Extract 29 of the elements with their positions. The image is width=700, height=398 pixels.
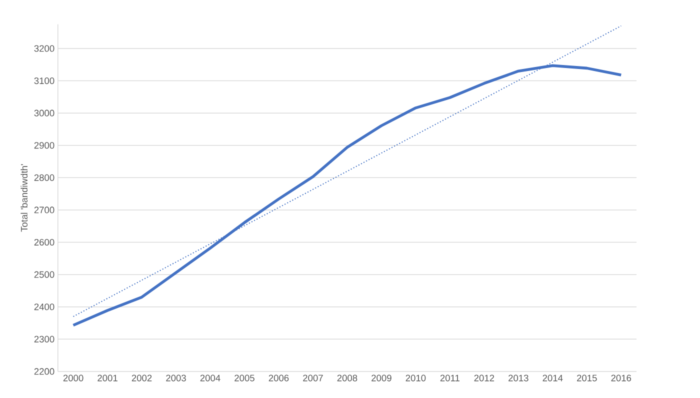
x-tick-label: 2000 bbox=[63, 374, 84, 382]
y-axis-title: Total 'bandiwdth' bbox=[20, 164, 28, 232]
y-tick-label: 2700 bbox=[34, 206, 54, 214]
x-tick-label: 2002 bbox=[132, 374, 152, 382]
x-tick-label: 2004 bbox=[200, 374, 220, 382]
x-tick-label: 2005 bbox=[234, 374, 254, 382]
y-tick-label: 2800 bbox=[34, 174, 54, 182]
x-tick-label: 2009 bbox=[372, 374, 392, 382]
x-tick-label: 2012 bbox=[474, 374, 494, 382]
x-tick-label: 2008 bbox=[337, 374, 358, 382]
y-tick-label: 2400 bbox=[34, 304, 54, 310]
x-tick-label: 2010 bbox=[406, 374, 426, 382]
x-tick-label: 2016 bbox=[611, 374, 632, 382]
y-tick-label: 2300 bbox=[34, 336, 54, 343]
y-tick-label: 3200 bbox=[34, 45, 54, 52]
x-tick-label: 2003 bbox=[166, 374, 186, 382]
x-tick-label: 2013 bbox=[508, 374, 528, 382]
x-tick-label: 2001 bbox=[98, 374, 118, 382]
x-tick-label: 2015 bbox=[577, 374, 597, 382]
y-tick-label: 2500 bbox=[34, 271, 54, 278]
y-tick-label: 3000 bbox=[34, 110, 54, 117]
x-tick-label: 2011 bbox=[440, 374, 460, 382]
x-tick-label: 2014 bbox=[542, 374, 563, 382]
y-tick-label: 2900 bbox=[34, 142, 54, 149]
y-tick-label: 2600 bbox=[34, 239, 54, 246]
x-tick-label: 2007 bbox=[303, 374, 323, 382]
y-tick-label: 3100 bbox=[34, 78, 54, 84]
x-tick-label: 2006 bbox=[268, 374, 289, 382]
y-tick-label: 2200 bbox=[34, 368, 54, 375]
